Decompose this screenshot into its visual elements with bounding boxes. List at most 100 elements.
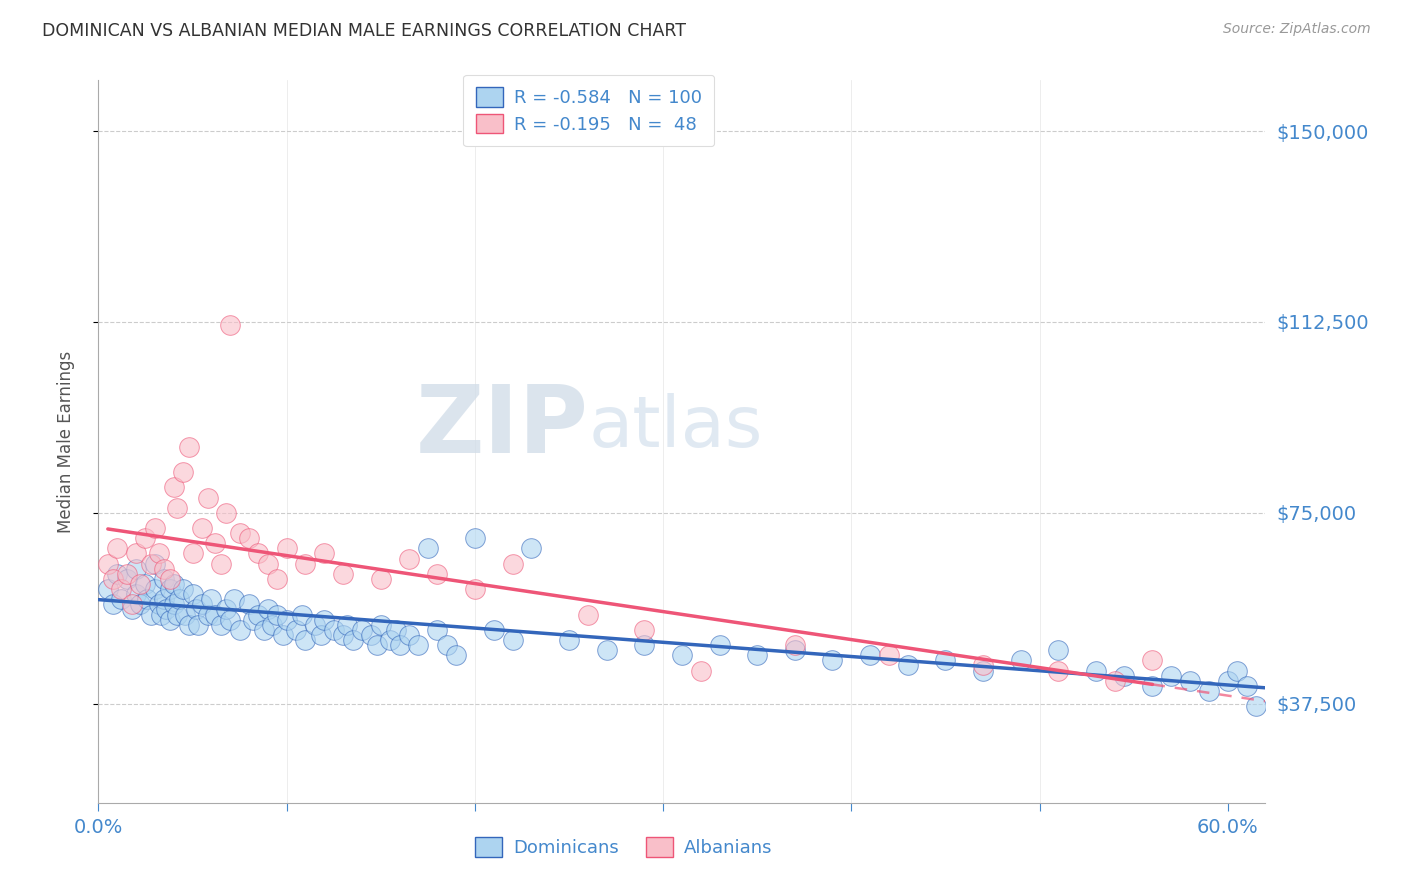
Point — [181, 587, 204, 601]
Point — [576, 607, 599, 622]
Point — [502, 632, 524, 647]
Point — [291, 607, 314, 622]
Point — [143, 521, 166, 535]
Point — [159, 582, 181, 596]
Point — [671, 648, 693, 663]
Point — [115, 572, 138, 586]
Point — [125, 562, 148, 576]
Point — [159, 572, 181, 586]
Point — [209, 557, 232, 571]
Point — [139, 557, 162, 571]
Point — [163, 480, 186, 494]
Point — [370, 617, 392, 632]
Point — [388, 638, 411, 652]
Point — [134, 577, 156, 591]
Text: ZIP: ZIP — [416, 381, 589, 473]
Point — [159, 613, 181, 627]
Point — [128, 577, 150, 591]
Point — [1244, 699, 1267, 714]
Point — [266, 607, 288, 622]
Point — [398, 628, 420, 642]
Point — [169, 592, 191, 607]
Point — [859, 648, 882, 663]
Point — [426, 623, 449, 637]
Point — [633, 623, 655, 637]
Point — [125, 546, 148, 560]
Point — [304, 617, 326, 632]
Point — [897, 658, 920, 673]
Point — [215, 602, 238, 616]
Text: atlas: atlas — [589, 392, 763, 461]
Point — [247, 546, 270, 560]
Point — [332, 628, 354, 642]
Point — [380, 632, 402, 647]
Point — [215, 506, 238, 520]
Point — [219, 613, 242, 627]
Point — [366, 638, 388, 652]
Point — [1142, 653, 1164, 667]
Point — [125, 587, 148, 601]
Point — [260, 617, 283, 632]
Point — [709, 638, 731, 652]
Point — [228, 623, 250, 637]
Point — [314, 613, 336, 627]
Point — [398, 551, 420, 566]
Point — [502, 557, 524, 571]
Point — [148, 546, 170, 560]
Point — [294, 557, 316, 571]
Point — [1047, 643, 1070, 657]
Point — [181, 546, 204, 560]
Point — [204, 536, 226, 550]
Point — [266, 572, 288, 586]
Point — [187, 617, 209, 632]
Point — [360, 628, 382, 642]
Point — [1160, 668, 1182, 682]
Point — [191, 598, 214, 612]
Point — [238, 598, 260, 612]
Point — [1226, 664, 1249, 678]
Point — [1010, 653, 1032, 667]
Point — [1085, 664, 1108, 678]
Point — [153, 562, 176, 576]
Point — [633, 638, 655, 652]
Point — [105, 541, 128, 556]
Point — [1114, 668, 1136, 682]
Point — [1178, 673, 1201, 688]
Point — [163, 598, 186, 612]
Point — [200, 592, 222, 607]
Point — [271, 628, 294, 642]
Point — [228, 526, 250, 541]
Point — [1104, 673, 1126, 688]
Point — [689, 664, 711, 678]
Point — [97, 582, 120, 596]
Point — [558, 632, 581, 647]
Point — [209, 617, 232, 632]
Point — [148, 598, 170, 612]
Point — [1142, 679, 1164, 693]
Point — [464, 582, 486, 596]
Point — [783, 643, 806, 657]
Point — [172, 582, 194, 596]
Legend: Dominicans, Albanians: Dominicans, Albanians — [465, 828, 782, 866]
Point — [934, 653, 956, 667]
Point — [408, 638, 430, 652]
Point — [242, 613, 264, 627]
Point — [103, 572, 125, 586]
Point — [350, 623, 373, 637]
Point — [153, 572, 176, 586]
Point — [520, 541, 543, 556]
Point — [877, 648, 900, 663]
Point — [309, 628, 332, 642]
Point — [1236, 679, 1258, 693]
Point — [314, 546, 336, 560]
Point — [385, 623, 408, 637]
Point — [464, 531, 486, 545]
Point — [1047, 664, 1070, 678]
Point — [444, 648, 467, 663]
Point — [172, 465, 194, 479]
Point — [204, 607, 226, 622]
Point — [121, 602, 143, 616]
Point — [136, 592, 159, 607]
Point — [97, 557, 120, 571]
Point — [186, 602, 208, 616]
